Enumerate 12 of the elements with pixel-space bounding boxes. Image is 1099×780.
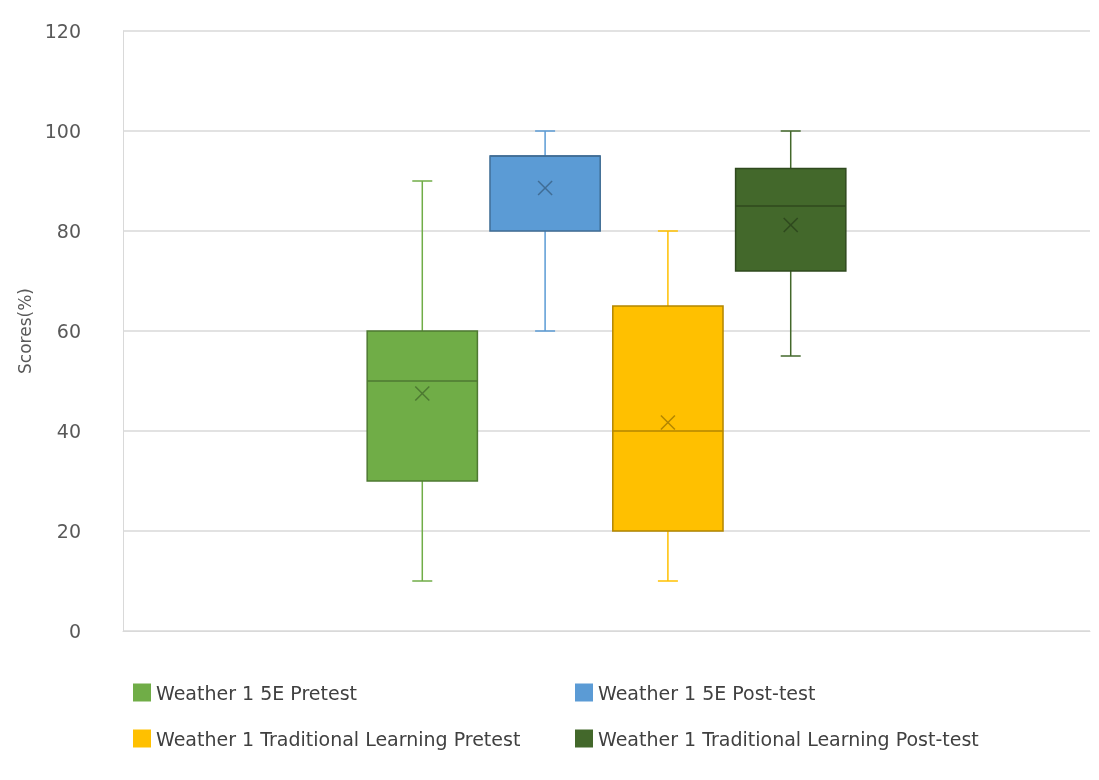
- y-tick-label: 100: [44, 120, 81, 142]
- legend-label: Weather 1 Traditional Learning Pretest: [156, 727, 521, 750]
- y-tick-label: 0: [68, 620, 81, 642]
- legend-label: Weather 1 5E Post-test: [598, 681, 816, 704]
- y-tick-label: 40: [56, 420, 81, 442]
- y-axis-title: Scores(%): [15, 288, 36, 374]
- y-tick-label: 80: [56, 220, 81, 242]
- legend-label: Weather 1 Traditional Learning Post-test: [598, 727, 979, 750]
- y-tick-label: 60: [56, 320, 81, 342]
- y-tick-label: 120: [44, 20, 81, 42]
- y-tick-label: 20: [56, 520, 81, 542]
- legend-label: Weather 1 5E Pretest: [156, 681, 357, 704]
